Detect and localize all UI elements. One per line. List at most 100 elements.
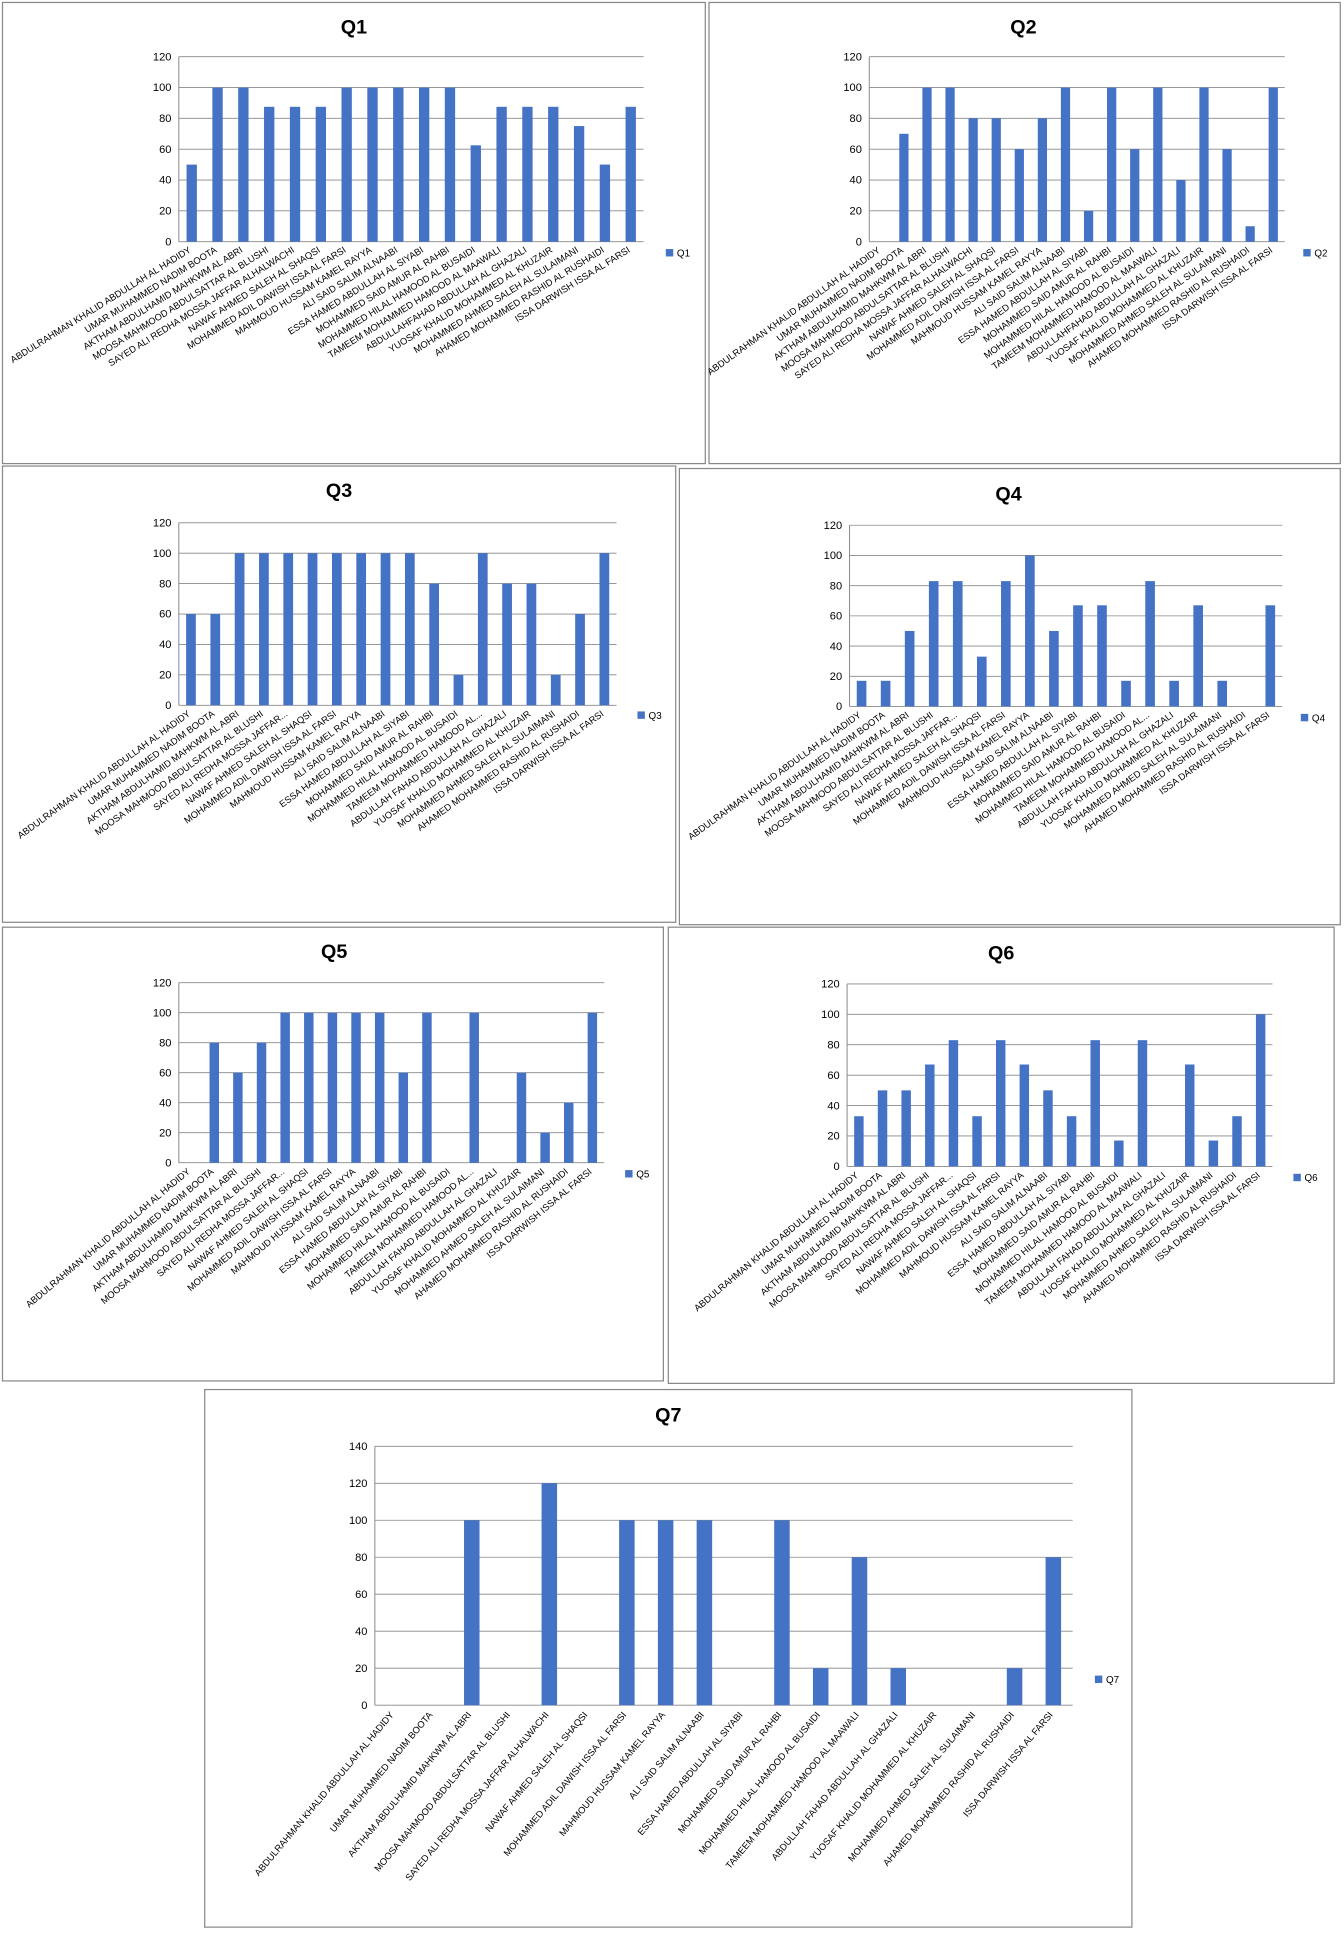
bar	[496, 106, 507, 242]
bar	[374, 1012, 385, 1163]
y-tick-label: 120	[153, 517, 171, 529]
y-tick-label: 80	[850, 113, 862, 125]
bar	[1019, 1064, 1030, 1167]
bar	[696, 1520, 713, 1706]
chart-title: Q5	[321, 941, 347, 963]
bar	[625, 106, 636, 242]
bar	[1121, 680, 1131, 707]
bar	[280, 1012, 290, 1163]
bar	[945, 87, 955, 242]
bar	[332, 553, 342, 706]
bar	[315, 106, 327, 242]
bar	[901, 1090, 911, 1167]
bar	[1114, 1140, 1124, 1167]
legend-label: Q2	[1314, 248, 1327, 259]
bar	[1014, 149, 1024, 242]
bar	[453, 674, 464, 706]
bar	[1043, 1090, 1053, 1167]
bar	[541, 1483, 558, 1706]
bar	[976, 656, 987, 707]
bar	[256, 1042, 267, 1163]
y-tick-label: 120	[349, 1478, 367, 1490]
bar	[186, 164, 197, 242]
bar	[404, 553, 415, 706]
y-tick-label: 100	[349, 1515, 367, 1527]
y-tick-label: 60	[355, 1589, 367, 1601]
y-tick-label: 80	[827, 1039, 839, 1051]
bar	[1090, 1040, 1100, 1167]
bar	[422, 1012, 432, 1163]
bar	[1268, 87, 1278, 242]
y-tick-label: 0	[836, 701, 842, 713]
bar	[516, 1072, 527, 1163]
bar	[502, 583, 512, 706]
bar	[522, 106, 533, 242]
bar	[477, 553, 488, 706]
bar	[880, 680, 891, 707]
y-tick-label: 100	[824, 550, 842, 562]
bar	[619, 1520, 635, 1706]
bar	[922, 87, 932, 242]
bar	[209, 1042, 219, 1163]
y-tick-label: 20	[830, 671, 842, 683]
legend-label: Q1	[677, 248, 690, 259]
bar	[327, 1012, 338, 1163]
bar	[1037, 118, 1048, 242]
bar	[899, 133, 909, 242]
legend-swatch	[1094, 1675, 1103, 1684]
bar	[341, 87, 352, 242]
bar	[234, 553, 245, 706]
bar	[925, 1064, 935, 1167]
y-tick-label: 20	[827, 1131, 839, 1143]
bar	[1045, 1557, 1062, 1706]
bar	[854, 1116, 864, 1167]
chart-title: Q1	[341, 16, 367, 38]
bar	[1199, 87, 1209, 242]
bar	[1107, 87, 1117, 242]
bar	[1006, 1668, 1023, 1706]
bar	[398, 1072, 409, 1163]
bar	[1137, 1040, 1148, 1167]
bar	[1185, 1064, 1195, 1167]
bar	[952, 581, 963, 707]
y-tick-label: 120	[153, 51, 171, 63]
legend-swatch	[637, 711, 645, 719]
y-tick-label: 0	[165, 700, 171, 712]
bar	[550, 674, 561, 706]
y-tick-label: 60	[159, 1067, 171, 1079]
bar	[1255, 1014, 1266, 1167]
legend-label: Q6	[1305, 1173, 1319, 1184]
bar	[540, 1132, 550, 1163]
bar	[890, 1668, 907, 1706]
bar	[599, 164, 611, 242]
bar	[526, 583, 537, 706]
bar	[856, 680, 867, 707]
bar	[657, 1520, 674, 1706]
y-tick-label: 20	[159, 206, 171, 218]
y-tick-label: 0	[361, 1700, 367, 1712]
y-tick-label: 80	[159, 578, 171, 590]
legend-swatch	[625, 1170, 633, 1178]
y-tick-label: 120	[824, 520, 842, 532]
bar	[470, 145, 481, 242]
bar	[304, 1012, 314, 1163]
bar	[264, 106, 275, 242]
bar	[418, 87, 430, 242]
legend-swatch	[665, 249, 674, 257]
bar	[393, 87, 404, 242]
y-tick-label: 80	[159, 113, 171, 125]
y-tick-label: 60	[159, 609, 171, 621]
legend-label: Q3	[649, 711, 663, 722]
y-tick-label: 60	[159, 144, 171, 156]
bar	[1073, 605, 1083, 707]
bar	[464, 1520, 480, 1706]
bar	[972, 1116, 982, 1167]
bar	[1097, 605, 1107, 707]
y-tick-label: 80	[355, 1552, 367, 1564]
bar	[380, 553, 391, 706]
y-tick-label: 80	[159, 1037, 171, 1049]
bar	[429, 583, 440, 706]
y-tick-label: 60	[850, 144, 862, 156]
y-tick-label: 0	[834, 1161, 840, 1173]
y-tick-label: 40	[827, 1100, 839, 1112]
